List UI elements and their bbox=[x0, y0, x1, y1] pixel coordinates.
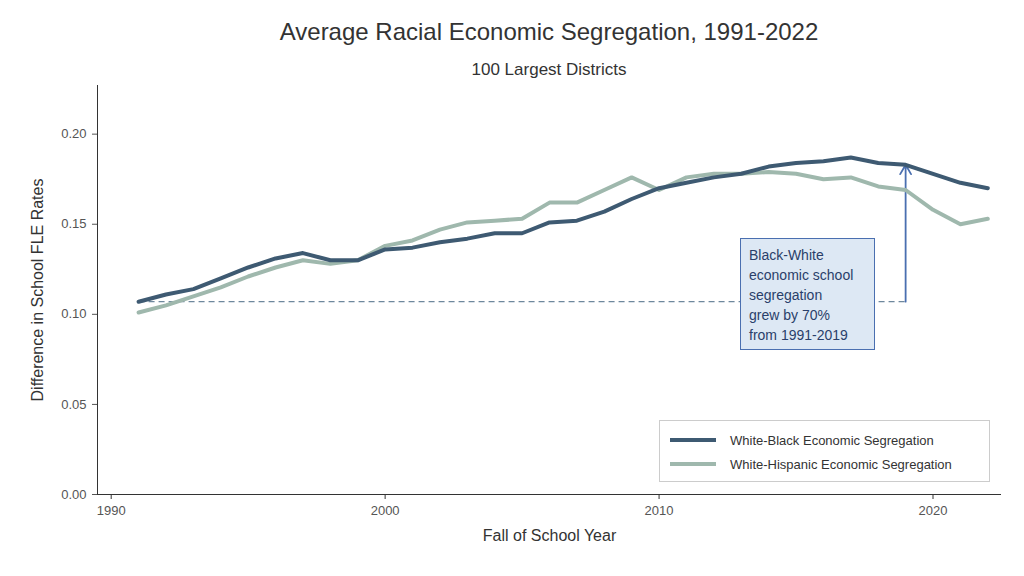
svg-text:2020: 2020 bbox=[919, 503, 948, 518]
svg-text:0.20: 0.20 bbox=[61, 126, 86, 141]
svg-text:2000: 2000 bbox=[371, 503, 400, 518]
svg-text:Fall of School Year: Fall of School Year bbox=[483, 527, 617, 544]
html-text:Average Racial Economic Segreg: Average Racial Economic Segregation, 199… bbox=[279, 18, 819, 45]
html-text:segregation: segregation bbox=[749, 287, 823, 303]
html-text:100 Largest Districts: 100 Largest Districts bbox=[471, 60, 627, 79]
html-text:White-Hispanic Economic Segreg: White-Hispanic Economic Segregation bbox=[730, 456, 952, 472]
svg-text:0.05: 0.05 bbox=[61, 397, 86, 412]
svg-text:2010: 2010 bbox=[645, 503, 674, 518]
html-text:economic school: economic school bbox=[749, 267, 854, 283]
svg-text:0.15: 0.15 bbox=[61, 216, 86, 231]
svg-text:1990: 1990 bbox=[97, 503, 126, 518]
svg-text:0.10: 0.10 bbox=[61, 306, 86, 321]
html-text:from 1991-2019: from 1991-2019 bbox=[749, 327, 848, 343]
svg-text:0.00: 0.00 bbox=[61, 487, 86, 502]
svg-text:Difference in School FLE Rates: Difference in School FLE Rates bbox=[29, 179, 46, 402]
html-text:Black-White: Black-White bbox=[749, 247, 824, 263]
html-text:White-Black Economic Segregati: White-Black Economic Segregation bbox=[730, 432, 934, 448]
html-text:grew by 70%: grew by 70% bbox=[749, 307, 830, 323]
